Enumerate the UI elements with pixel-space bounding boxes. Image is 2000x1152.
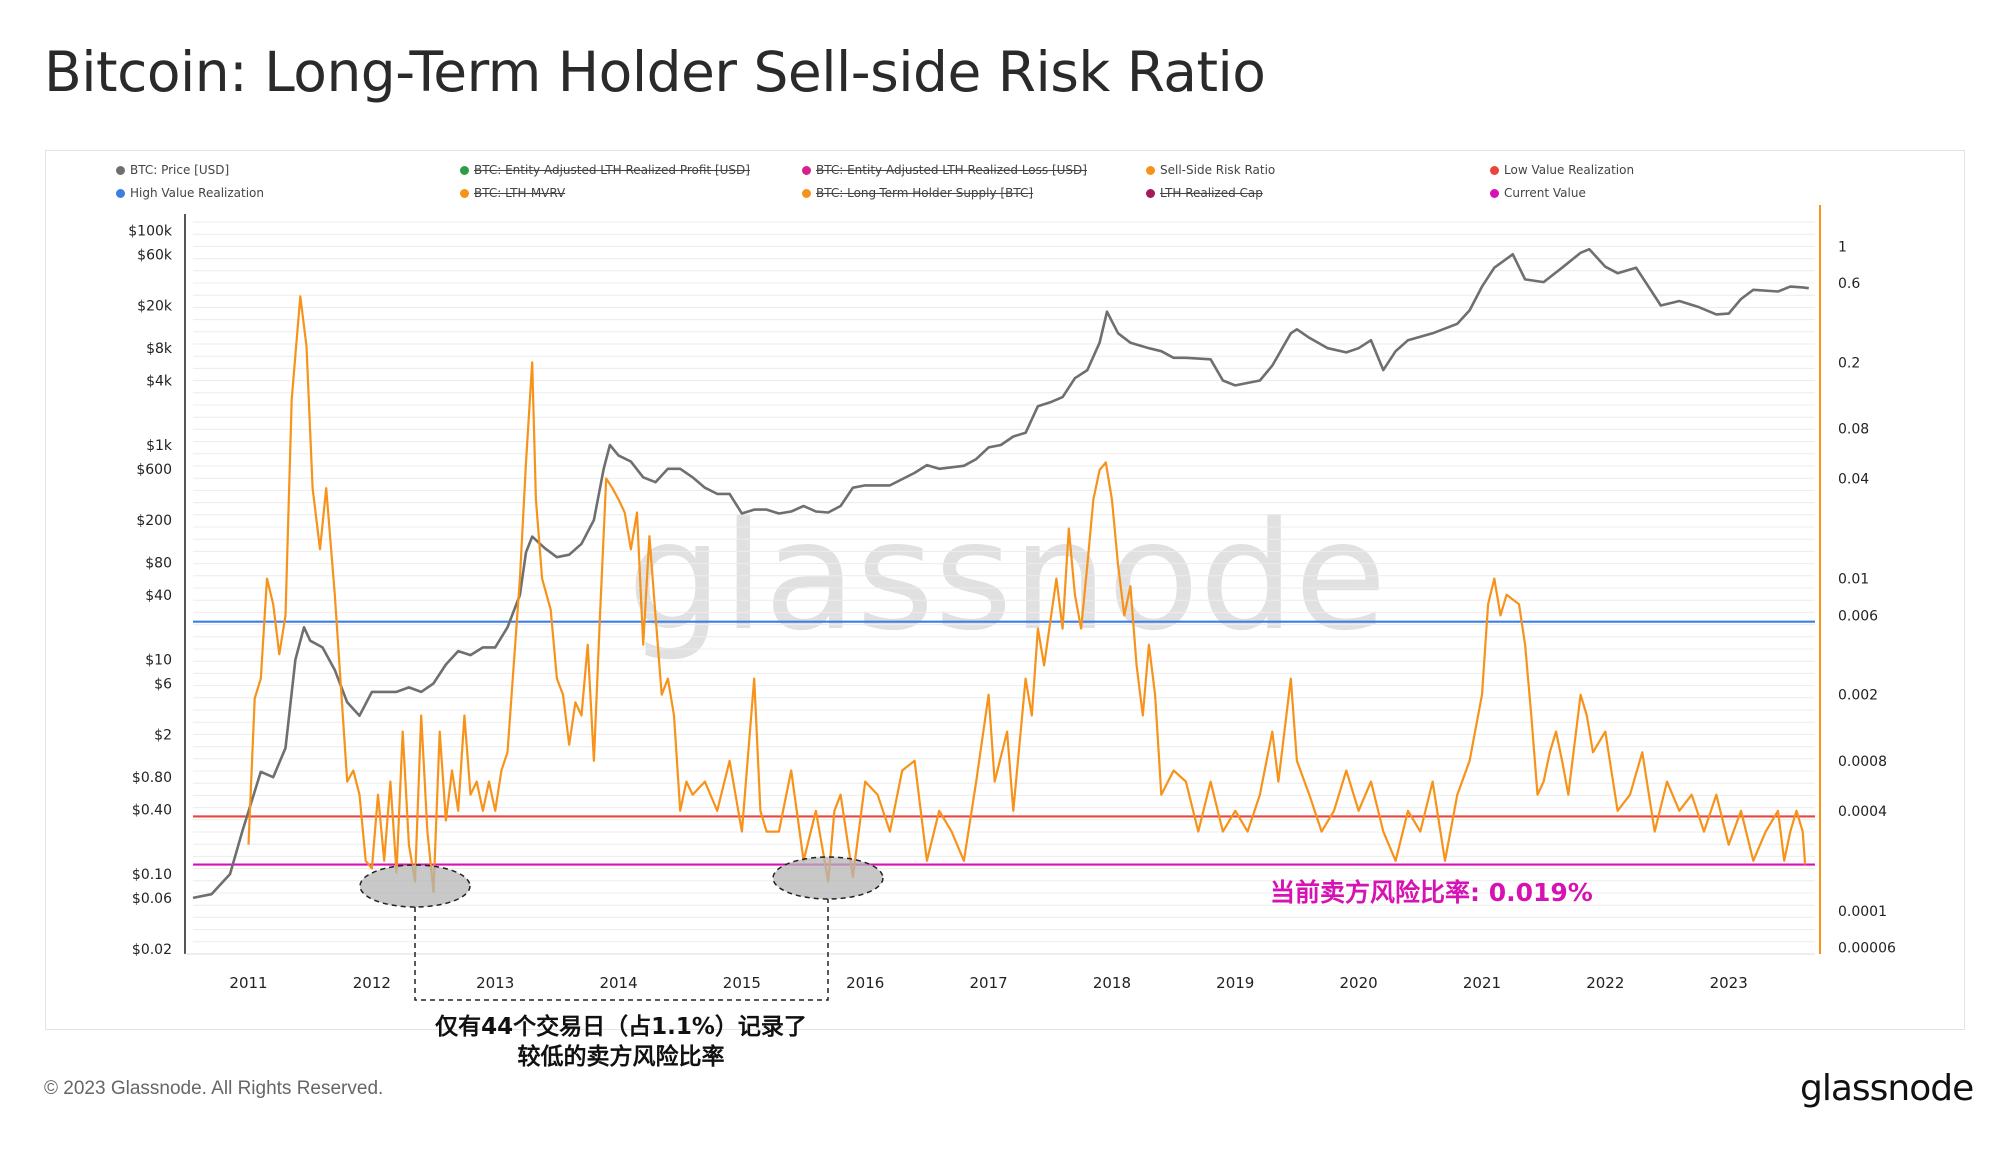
y-left-tick-label: $0.40 bbox=[132, 803, 172, 819]
y-right-tick-label: 0.00006 bbox=[1838, 941, 1896, 957]
y-right-tick-label: 0.6 bbox=[1838, 276, 1860, 292]
legend-label: BTC: Entity-Adjusted LTH Realized Profit… bbox=[474, 163, 750, 177]
x-tick-label: 2022 bbox=[1586, 974, 1624, 992]
btc-price-line bbox=[192, 247, 1809, 900]
legend-label: High Value Realization bbox=[130, 186, 265, 200]
legend-label: LTH Realized Cap bbox=[1160, 186, 1263, 200]
x-tick-label: 2020 bbox=[1340, 974, 1378, 992]
current-value-label: 当前卖方风险比率: 0.019% bbox=[1270, 878, 1593, 907]
highlight-ellipse-2012 bbox=[359, 864, 471, 908]
legend-color-dot bbox=[1490, 189, 1499, 198]
x-tick-label: 2014 bbox=[599, 974, 637, 992]
y-left-tick-label: $10 bbox=[145, 653, 172, 669]
y-left-tick-label: $0.80 bbox=[132, 770, 172, 786]
legend-color-dot bbox=[460, 189, 469, 198]
legend-label: BTC: LTH-MVRV bbox=[474, 186, 566, 200]
y-right-tick-label: 0.01 bbox=[1838, 572, 1869, 588]
y-right-tick-label: 0.0001 bbox=[1838, 904, 1887, 920]
legend-item[interactable]: BTC: Long-Term Holder Supply [BTC] bbox=[802, 186, 1033, 200]
y-left-tick-label: $1k bbox=[146, 438, 173, 454]
glassnode-logo[interactable]: glassnode bbox=[1800, 1068, 1974, 1109]
legend-item[interactable]: Current Value bbox=[1490, 186, 1586, 200]
y-left-tick-label: $20k bbox=[137, 298, 173, 314]
legend-color-dot bbox=[802, 166, 811, 175]
legend-item[interactable]: Low Value Realization bbox=[1490, 163, 1634, 177]
legend-item[interactable]: High Value Realization bbox=[116, 186, 264, 200]
page-title: Bitcoin: Long-Term Holder Sell-side Risk… bbox=[44, 40, 1266, 104]
y-right-tick-label: 0.006 bbox=[1838, 608, 1878, 624]
y-left-tick-label: $100k bbox=[128, 223, 173, 239]
watermark-text: glassnode bbox=[627, 490, 1386, 664]
note-line-1: 仅有44个交易日（占1.1%）记录了 bbox=[435, 1013, 807, 1040]
legend-color-dot bbox=[1490, 166, 1499, 175]
y-left-tick-label: $80 bbox=[145, 556, 172, 572]
y-left-tick-label: $8k bbox=[146, 341, 173, 357]
legend-color-dot bbox=[460, 166, 469, 175]
y-left-tick-label: $0.10 bbox=[132, 867, 172, 883]
x-tick-label: 2015 bbox=[723, 974, 761, 992]
sell-side-risk-ratio-line bbox=[247, 295, 1807, 894]
y-left-tick-label: $60k bbox=[137, 247, 173, 263]
y-left-tick-label: $40 bbox=[145, 588, 172, 604]
x-tick-label: 2018 bbox=[1093, 974, 1131, 992]
y-left-tick-label: $600 bbox=[136, 462, 172, 478]
callout-bracket bbox=[414, 899, 829, 1001]
legend-color-dot bbox=[1146, 189, 1155, 198]
y-left-tick-label: $0.06 bbox=[132, 891, 172, 907]
note-line-2: 较低的卖方风险比率 bbox=[518, 1043, 725, 1070]
legend-item[interactable]: BTC: LTH-MVRV bbox=[460, 186, 565, 200]
highlight-ellipse-2015 bbox=[772, 856, 884, 900]
legend-label: Low Value Realization bbox=[1504, 163, 1635, 177]
x-tick-label: 2012 bbox=[353, 974, 391, 992]
y-left-tick-label: $0.02 bbox=[132, 942, 172, 958]
legend-color-dot bbox=[116, 189, 125, 198]
y-left-tick-label: $6 bbox=[154, 676, 172, 692]
copyright-text: © 2023 Glassnode. All Rights Reserved. bbox=[44, 1078, 384, 1099]
x-tick-label: 2017 bbox=[969, 974, 1007, 992]
x-tick-label: 2021 bbox=[1463, 974, 1501, 992]
chart-frame bbox=[45, 150, 1965, 1030]
y-left-tick-label: $2 bbox=[154, 728, 172, 744]
x-tick-label: 2023 bbox=[1710, 974, 1748, 992]
legend-item[interactable]: LTH Realized Cap bbox=[1146, 186, 1263, 200]
legend-color-dot bbox=[116, 166, 125, 175]
y-right-tick-label: 0.0004 bbox=[1838, 804, 1887, 820]
legend-item[interactable]: BTC: Entity-Adjusted LTH Realized Profit… bbox=[460, 163, 750, 177]
x-tick-label: 2011 bbox=[229, 974, 267, 992]
y-right-tick-label: 0.0008 bbox=[1838, 754, 1887, 770]
legend-item[interactable]: Sell-Side Risk Ratio bbox=[1146, 163, 1275, 177]
x-tick-label: 2019 bbox=[1216, 974, 1254, 992]
y-right-tick-label: 0.08 bbox=[1838, 422, 1869, 438]
legend-item[interactable]: BTC: Entity-Adjusted LTH Realized Loss [… bbox=[802, 163, 1087, 177]
legend-label: BTC: Price [USD] bbox=[130, 163, 230, 177]
x-tick-label: 2016 bbox=[846, 974, 884, 992]
legend-label: Current Value bbox=[1504, 186, 1586, 200]
legend-label: Sell-Side Risk Ratio bbox=[1160, 163, 1276, 177]
legend-label: BTC: Long-Term Holder Supply [BTC] bbox=[816, 186, 1034, 200]
y-left-tick-label: $4k bbox=[146, 373, 173, 389]
y-right-tick-label: 0.04 bbox=[1838, 472, 1869, 488]
legend-label: BTC: Entity-Adjusted LTH Realized Loss [… bbox=[816, 163, 1087, 177]
legend-item[interactable]: BTC: Price [USD] bbox=[116, 163, 229, 177]
legend-color-dot bbox=[802, 189, 811, 198]
y-right-tick-label: 0.002 bbox=[1838, 688, 1878, 704]
y-left-tick-label: $200 bbox=[136, 513, 172, 529]
legend-color-dot bbox=[1146, 166, 1155, 175]
x-tick-label: 2013 bbox=[476, 974, 514, 992]
y-right-tick-label: 1 bbox=[1838, 239, 1847, 255]
y-right-tick-label: 0.2 bbox=[1838, 355, 1860, 371]
